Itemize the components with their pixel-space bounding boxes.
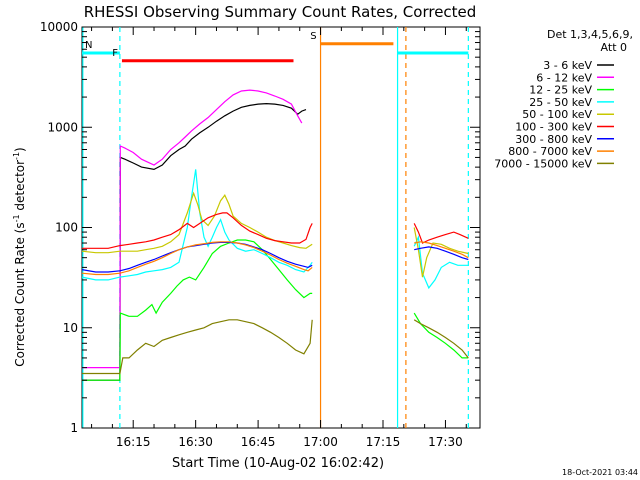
legend-label-8: 7000 - 15000 keV	[494, 157, 592, 170]
series-line-0	[82, 102, 307, 381]
y-axis-label-exp1: -1	[12, 214, 21, 222]
legend-label-3: 25 - 50 keV	[529, 96, 592, 109]
x-tick-label-5: 17:30	[428, 435, 463, 449]
legend-label-6: 300 - 800 keV	[515, 133, 592, 146]
series-line-4-second	[413, 227, 469, 278]
plot-area: N F S 1 10 100 1000 10000 16:15 16:30 16:45 17:00 17…	[40, 20, 481, 449]
x-tick-label-2: 16:45	[241, 435, 276, 449]
y-axis-label-exp2: -1	[12, 152, 21, 160]
series-line-2	[82, 239, 313, 381]
x-tick-label-4: 17:15	[366, 435, 401, 449]
legend-label-4: 50 - 100 keV	[522, 108, 592, 121]
series-line-5-second	[413, 223, 469, 244]
y-tick-label-4: 10000	[40, 20, 78, 34]
series-line-4	[81, 191, 313, 254]
legend-label-1: 6 - 12 keV	[536, 71, 592, 84]
series-line-3-second	[413, 235, 469, 290]
chart-title: RHESSI Observing Summary Count Rates, Co…	[84, 3, 477, 21]
series-line-5	[82, 212, 313, 249]
flag-label-n: N	[85, 40, 92, 51]
y-tick-label-2: 100	[55, 221, 78, 235]
legend-label-0: 3 - 6 keV	[543, 59, 592, 72]
series-line-8-second	[413, 319, 469, 359]
flag-label-s: S	[310, 31, 316, 42]
y-axis-label-mid: detector	[13, 160, 27, 215]
series-line-2-second	[413, 312, 469, 359]
series-line-8	[82, 319, 313, 375]
plot-frame	[81, 26, 481, 429]
series-line-3	[81, 169, 313, 281]
series-line-1	[82, 89, 303, 369]
legend-header-attenuator: Att 0	[601, 41, 627, 54]
legend-header-detectors: Det 1,3,4,5,6,9,	[547, 28, 633, 41]
x-tick-label-3: 17:00	[303, 435, 338, 449]
y-axis-label-main: Corrected Count Rate (s	[13, 222, 27, 366]
series-line-6-second	[414, 246, 469, 261]
legend-label-2: 12 - 25 keV	[529, 84, 592, 97]
x-tick-label-1: 16:30	[178, 435, 213, 449]
x-tick-label-0: 16:15	[116, 435, 151, 449]
series-line-7-second	[414, 241, 469, 259]
y-axis-label-end: )	[13, 147, 27, 152]
legend-label-7: 800 - 7000 keV	[508, 145, 592, 158]
series-line-7	[81, 241, 313, 276]
render-timestamp: 18-Oct-2021 03:44	[562, 468, 638, 477]
y-tick-label-0: 1	[70, 421, 78, 435]
legend-label-5: 100 - 300 keV	[515, 121, 592, 134]
y-tick-label-3: 1000	[47, 120, 78, 134]
y-axis-label: Corrected Count Rate (s-1 detector-1)	[12, 147, 27, 366]
x-axis-label: Start Time (10-Aug-02 16:02:42)	[172, 456, 384, 471]
flag-label-f: F	[112, 48, 118, 59]
y-tick-label-1: 10	[63, 321, 78, 335]
